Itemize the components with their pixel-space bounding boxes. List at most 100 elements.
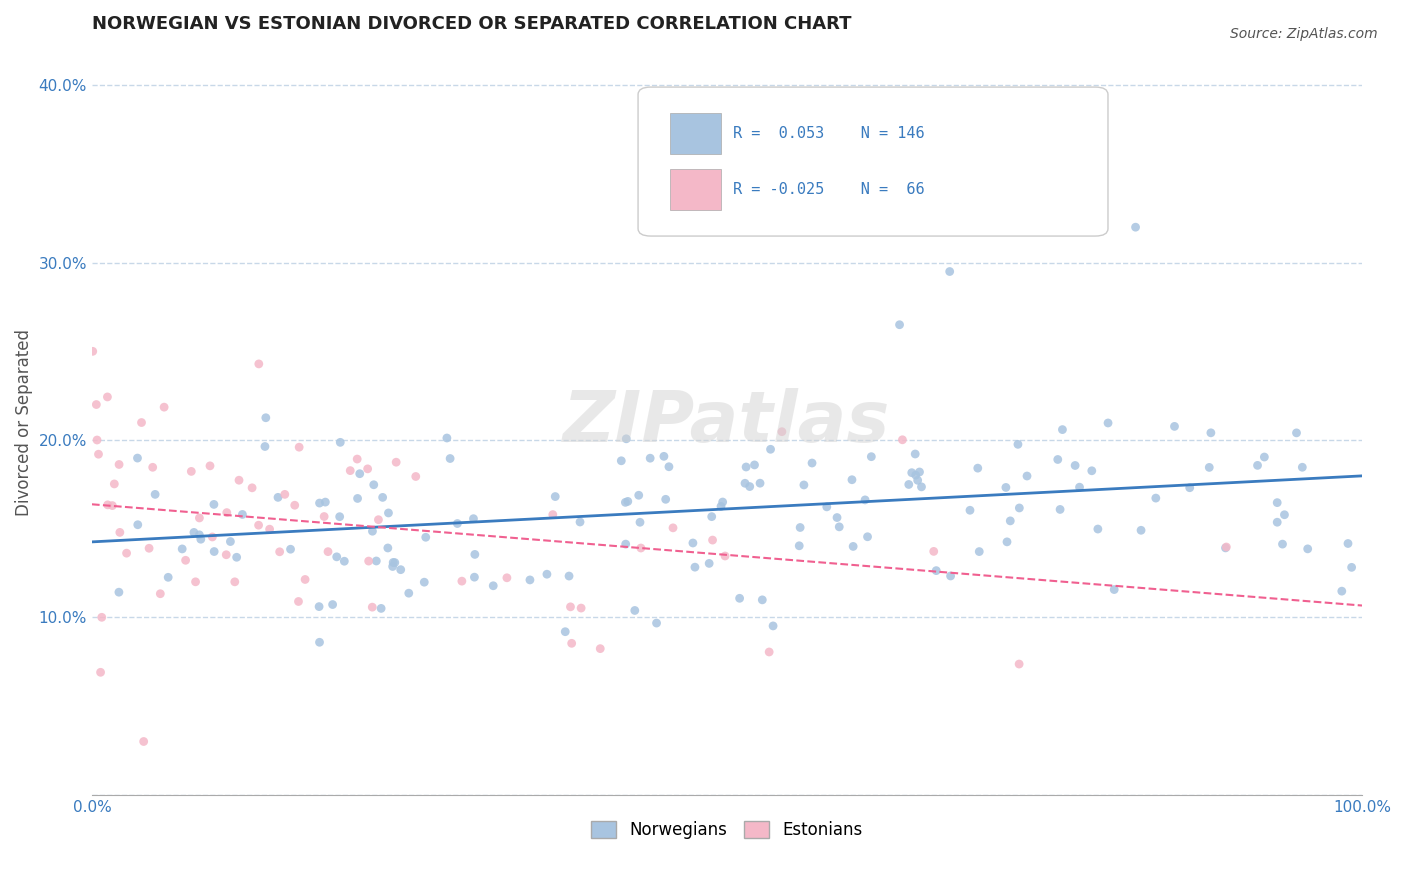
Point xyxy=(253,440,276,454)
Point xyxy=(662,521,685,535)
Point xyxy=(86,433,108,447)
Point xyxy=(127,517,149,532)
Point xyxy=(153,400,176,414)
Point xyxy=(614,495,637,509)
Point xyxy=(904,447,927,461)
Point xyxy=(1198,460,1220,475)
Point xyxy=(357,554,380,568)
FancyBboxPatch shape xyxy=(638,87,1108,236)
Point xyxy=(259,522,281,536)
Point xyxy=(446,516,468,531)
Point xyxy=(683,560,706,574)
Point xyxy=(630,541,652,555)
Point xyxy=(560,599,582,614)
Point xyxy=(371,491,394,505)
Point xyxy=(308,496,330,510)
Point xyxy=(617,494,640,508)
Point xyxy=(225,550,247,565)
Point xyxy=(269,545,291,559)
Text: R =  0.053    N = 146: R = 0.053 N = 146 xyxy=(734,126,925,141)
Point xyxy=(891,433,914,447)
Point xyxy=(267,491,290,505)
Point xyxy=(1246,458,1268,473)
Point xyxy=(569,515,592,529)
Point xyxy=(770,425,793,439)
Point xyxy=(231,508,253,522)
Point xyxy=(561,636,583,650)
Point xyxy=(995,534,1018,549)
Point xyxy=(1125,220,1147,235)
Point xyxy=(228,473,250,487)
Point xyxy=(308,635,330,649)
Point xyxy=(860,450,883,464)
Point xyxy=(463,511,485,525)
Point xyxy=(853,492,876,507)
Point xyxy=(710,500,733,514)
Point xyxy=(377,541,399,555)
Point xyxy=(127,451,149,466)
Point xyxy=(87,447,110,461)
Point xyxy=(329,509,352,524)
Point xyxy=(367,513,389,527)
Point xyxy=(385,455,408,469)
Point xyxy=(103,477,125,491)
Point xyxy=(1340,560,1362,574)
Point xyxy=(959,503,981,517)
Point xyxy=(382,556,405,570)
Point xyxy=(734,476,756,491)
Point xyxy=(939,569,962,583)
Point xyxy=(184,574,207,589)
Point xyxy=(1087,522,1109,536)
Point xyxy=(482,579,505,593)
Point xyxy=(907,473,929,487)
Point xyxy=(1064,458,1087,473)
Point xyxy=(1253,450,1275,464)
Point xyxy=(172,541,194,556)
Point xyxy=(436,431,458,445)
Point xyxy=(922,544,945,558)
Point xyxy=(349,467,371,481)
Point xyxy=(759,442,782,457)
Point xyxy=(201,530,224,544)
Point xyxy=(711,495,734,509)
Point xyxy=(1199,425,1222,440)
Point xyxy=(308,599,330,614)
Point xyxy=(183,525,205,540)
Point xyxy=(361,600,384,615)
Y-axis label: Divorced or Separated: Divorced or Separated xyxy=(15,329,32,516)
Point xyxy=(224,574,246,589)
Point xyxy=(702,533,724,547)
Point xyxy=(554,624,576,639)
Point xyxy=(762,619,785,633)
Point xyxy=(280,542,302,557)
Point xyxy=(215,506,238,520)
Point xyxy=(1178,481,1201,495)
Point xyxy=(1049,502,1071,516)
Point xyxy=(652,450,675,464)
Point xyxy=(904,468,927,483)
Point xyxy=(329,435,352,450)
Point xyxy=(1007,437,1029,451)
Point xyxy=(614,432,637,446)
Point xyxy=(415,530,437,544)
Point xyxy=(254,410,277,425)
Point xyxy=(723,131,745,145)
Point xyxy=(202,544,225,558)
Point xyxy=(363,477,385,491)
Point xyxy=(314,509,336,524)
Point xyxy=(1000,514,1022,528)
Point xyxy=(339,464,361,478)
Point xyxy=(801,456,824,470)
Point xyxy=(614,537,637,551)
FancyBboxPatch shape xyxy=(669,113,721,154)
Point xyxy=(1144,491,1167,505)
Point xyxy=(735,460,758,475)
FancyBboxPatch shape xyxy=(669,169,721,210)
Point xyxy=(108,585,131,599)
Point xyxy=(294,573,316,587)
Point xyxy=(1052,423,1074,437)
Point xyxy=(188,528,211,542)
Point xyxy=(967,544,990,558)
Point xyxy=(157,570,180,584)
Point xyxy=(96,390,118,404)
